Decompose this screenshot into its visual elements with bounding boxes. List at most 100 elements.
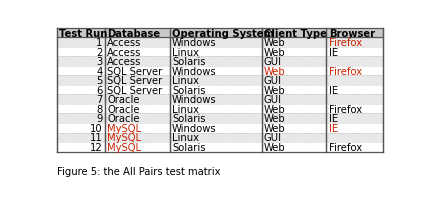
Text: GUI: GUI — [264, 57, 282, 67]
Bar — [262, 76, 326, 85]
Text: Web: Web — [264, 47, 286, 57]
Bar — [170, 85, 262, 95]
Text: SQL Server: SQL Server — [107, 76, 163, 86]
Bar — [326, 29, 383, 38]
Text: 12: 12 — [90, 142, 103, 152]
Text: Browser: Browser — [329, 28, 375, 38]
Bar — [262, 104, 326, 114]
Bar — [326, 133, 383, 142]
Text: Operating System: Operating System — [172, 28, 274, 38]
Bar — [57, 76, 105, 85]
Text: Web: Web — [264, 85, 286, 95]
Bar — [326, 104, 383, 114]
Bar — [57, 133, 105, 142]
Bar — [262, 38, 326, 48]
Bar — [57, 38, 105, 48]
Bar — [170, 76, 262, 85]
Bar — [170, 38, 262, 48]
Text: Client Type: Client Type — [264, 28, 327, 38]
Bar — [105, 142, 170, 152]
Bar — [170, 104, 262, 114]
Bar — [170, 142, 262, 152]
Text: Web: Web — [264, 104, 286, 114]
Text: MySQL: MySQL — [107, 123, 141, 133]
Bar — [170, 67, 262, 76]
Bar — [326, 57, 383, 67]
Text: Access: Access — [107, 38, 142, 48]
Bar — [105, 123, 170, 133]
Bar — [326, 76, 383, 85]
Bar — [57, 57, 105, 67]
Text: Solaris: Solaris — [172, 114, 205, 124]
Text: Web: Web — [264, 114, 286, 124]
Text: 9: 9 — [96, 114, 103, 124]
Text: 8: 8 — [97, 104, 103, 114]
Bar — [326, 114, 383, 123]
Text: Solaris: Solaris — [172, 142, 205, 152]
Text: Solaris: Solaris — [172, 57, 205, 67]
Text: IE: IE — [329, 85, 338, 95]
Bar — [326, 85, 383, 95]
Bar — [262, 29, 326, 38]
Bar — [105, 48, 170, 57]
Text: Firefox: Firefox — [329, 66, 362, 76]
Text: MySQL: MySQL — [107, 142, 141, 152]
Bar — [262, 133, 326, 142]
Text: SQL Server: SQL Server — [107, 85, 163, 95]
Text: GUI: GUI — [264, 76, 282, 86]
Text: 7: 7 — [96, 95, 103, 105]
Text: Web: Web — [264, 38, 286, 48]
Bar — [105, 114, 170, 123]
Bar — [57, 95, 105, 104]
Text: Web: Web — [264, 142, 286, 152]
Bar — [326, 123, 383, 133]
Text: Linux: Linux — [172, 133, 199, 143]
Bar — [326, 95, 383, 104]
Bar — [57, 85, 105, 95]
Bar — [57, 29, 105, 38]
Text: Linux: Linux — [172, 104, 199, 114]
Text: MySQL: MySQL — [107, 133, 141, 143]
Bar — [105, 85, 170, 95]
Text: Linux: Linux — [172, 47, 199, 57]
Bar — [262, 67, 326, 76]
Text: 11: 11 — [90, 133, 103, 143]
Text: Windows: Windows — [172, 38, 217, 48]
Text: 3: 3 — [97, 57, 103, 67]
Bar — [170, 123, 262, 133]
Bar — [262, 123, 326, 133]
Bar — [57, 123, 105, 133]
Text: Windows: Windows — [172, 95, 217, 105]
Text: 4: 4 — [97, 66, 103, 76]
Bar — [105, 38, 170, 48]
Text: Figure 5: the All Pairs test matrix: Figure 5: the All Pairs test matrix — [57, 167, 221, 176]
Bar — [105, 29, 170, 38]
Text: 5: 5 — [96, 76, 103, 86]
Text: Firefox: Firefox — [329, 104, 362, 114]
Bar — [326, 48, 383, 57]
Bar — [57, 104, 105, 114]
Text: Firefox: Firefox — [329, 38, 362, 48]
Bar — [326, 67, 383, 76]
Text: Web: Web — [264, 66, 286, 76]
Bar — [105, 133, 170, 142]
Bar — [105, 57, 170, 67]
Bar — [262, 95, 326, 104]
Bar — [105, 95, 170, 104]
Bar — [262, 114, 326, 123]
Bar — [170, 114, 262, 123]
Text: Linux: Linux — [172, 76, 199, 86]
Bar — [262, 57, 326, 67]
Bar — [57, 114, 105, 123]
Bar — [170, 57, 262, 67]
Bar — [170, 133, 262, 142]
Bar — [170, 95, 262, 104]
Bar — [262, 142, 326, 152]
Text: 2: 2 — [96, 47, 103, 57]
Bar — [326, 38, 383, 48]
Bar — [105, 76, 170, 85]
Text: Access: Access — [107, 57, 142, 67]
Text: Oracle: Oracle — [107, 114, 140, 124]
Text: 1: 1 — [96, 38, 103, 48]
Text: Solaris: Solaris — [172, 85, 205, 95]
